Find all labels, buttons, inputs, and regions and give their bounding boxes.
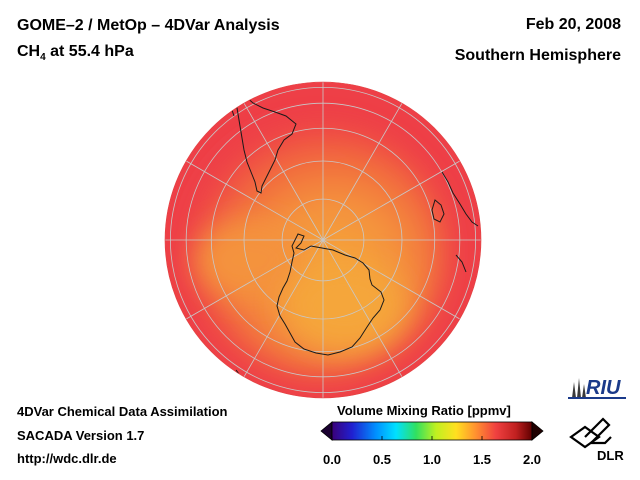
- latitude-circle: [281, 198, 365, 282]
- colorbar-max-arrow: [531, 421, 544, 441]
- colorbar-min-arrow: [320, 421, 333, 441]
- riu-logo: RIU: [568, 377, 626, 399]
- field-anomaly-center: [285, 260, 405, 350]
- footer-url-link[interactable]: http://wdc.dlr.de: [17, 451, 117, 466]
- footer-line-1: 4DVar Chemical Data Assimilation: [17, 404, 228, 419]
- latitude-circle: [185, 102, 461, 378]
- map-title: GOME–2 / MetOp – 4DVar Analysis: [17, 17, 280, 34]
- dlr-logo-text: DLR: [597, 448, 624, 463]
- species-subscript: 4: [40, 52, 46, 64]
- colorbar: [320, 421, 544, 441]
- dlr-logo-mark: [569, 417, 612, 449]
- colorbar-tick-label: 0.5: [372, 452, 392, 467]
- colorbar-title: Volume Mixing Ratio [ppmv]: [337, 403, 511, 418]
- riu-logo-text: RIU: [586, 377, 621, 399]
- dlr-logo: DLR: [569, 417, 624, 463]
- date-label: Feb 20, 2008: [525, 16, 621, 33]
- latitude-circle: [243, 160, 403, 320]
- riu-logo-graphic: [572, 378, 586, 398]
- africa-coastline: [441, 171, 479, 227]
- latitude-circle: [169, 86, 477, 394]
- colorbar-tick-label: 2.0: [522, 452, 542, 467]
- species-label: CH4 at 55.4 hPa: [17, 43, 134, 63]
- colorbar-tick-label: 0.0: [322, 452, 342, 467]
- graticule: [165, 82, 481, 398]
- australia-coastline: [441, 357, 459, 376]
- globe-outline: [164, 81, 482, 399]
- footer-line-2: SACADA Version 1.7: [17, 428, 145, 443]
- antarctica-coastline: [276, 233, 385, 356]
- latitude-circle: [210, 127, 436, 353]
- species-level: at 55.4 hPa: [45, 43, 134, 60]
- africa-coast-east: [455, 254, 467, 273]
- colorbar-tick-label: 1.5: [472, 452, 492, 467]
- region-label: Southern Hemisphere: [454, 47, 621, 64]
- colorbar-tick-label: 1.0: [422, 452, 442, 467]
- species-main: CH: [17, 43, 41, 60]
- madagascar-coastline: [431, 199, 445, 223]
- polar-map: [164, 81, 482, 399]
- south-america-coastline: [233, 86, 297, 194]
